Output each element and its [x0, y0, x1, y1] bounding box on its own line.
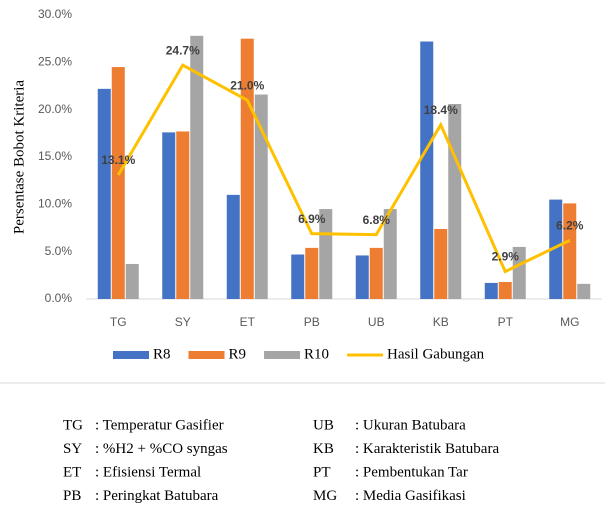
- legend-label: R8: [153, 346, 171, 362]
- glossary-abbr: UB: [313, 417, 334, 433]
- bar: [125, 263, 139, 299]
- bar: [383, 209, 397, 299]
- bar: [97, 88, 111, 299]
- y-tick-label: 5.0%: [45, 244, 73, 258]
- data-label: 18.4%: [424, 103, 458, 117]
- legend-label: R9: [229, 346, 247, 362]
- glossary-abbr: MG: [313, 488, 337, 504]
- glossary-text: : Ukuran Batubara: [355, 417, 466, 433]
- glossary-text: : Peringkat Batubara: [95, 488, 219, 504]
- bar: [226, 194, 240, 299]
- data-label: 6.8%: [363, 213, 391, 227]
- bar: [291, 254, 305, 299]
- bar: [563, 203, 577, 299]
- glossary-abbr: PB: [63, 488, 81, 504]
- y-tick-label: 10.0%: [38, 197, 72, 211]
- legend-label: R10: [304, 346, 329, 362]
- data-label: 6.2%: [556, 218, 584, 232]
- bar: [355, 255, 369, 299]
- glossary-text: : Temperatur Gasifier: [95, 417, 224, 433]
- line: [116, 63, 571, 274]
- legend-label: Hasil Gabungan: [387, 346, 485, 362]
- data-label: 6.9%: [298, 212, 326, 226]
- glossary-abbr: TG: [63, 417, 83, 433]
- data-label: 21.0%: [230, 78, 264, 92]
- glossary-abbr: PT: [313, 464, 331, 480]
- glossary-text: : %H2 + %CO syngas: [95, 441, 228, 457]
- y-axis-label: Persentase Bobot Kriteria: [11, 80, 27, 234]
- y-tick-label: 25.0%: [38, 55, 72, 69]
- glossary-abbr: SY: [63, 441, 82, 457]
- y-tick-label: 15.0%: [38, 149, 72, 163]
- y-tick-label: 20.0%: [38, 102, 72, 116]
- bar: [162, 132, 176, 299]
- bar: [369, 247, 383, 299]
- bar: [484, 282, 498, 299]
- glossary-text: : Media Gasifikasi: [355, 488, 466, 504]
- y-tick-label: 0.0%: [45, 291, 73, 305]
- x-tick-label: SY: [175, 315, 191, 329]
- x-tick-label: TG: [110, 315, 127, 329]
- data-label: 24.7%: [166, 43, 200, 57]
- bar: [190, 35, 204, 300]
- bar: [420, 41, 434, 300]
- bar: [512, 246, 526, 299]
- bar: [111, 67, 125, 299]
- legend-swatch: [264, 351, 301, 359]
- glossary-text: : Pembentukan Tar: [355, 464, 468, 480]
- bar: [549, 199, 563, 299]
- bar: [498, 281, 512, 299]
- bar: [434, 228, 448, 299]
- legend-swatch: [113, 351, 149, 359]
- glossary-text: : Efisiensi Termal: [95, 464, 201, 480]
- bar: [176, 131, 190, 299]
- glossary-abbr: KB: [313, 441, 334, 457]
- bar: [448, 103, 462, 299]
- bar: [254, 94, 268, 300]
- x-tick-label: PT: [498, 315, 514, 329]
- x-tick-label: KB: [433, 315, 449, 329]
- glossary-text: : Karakteristik Batubara: [355, 441, 499, 457]
- x-tick-label: UB: [368, 315, 385, 329]
- legend-swatch: [188, 351, 225, 359]
- x-tick-label: MG: [560, 315, 579, 329]
- bar: [577, 283, 591, 299]
- glossary-abbr: ET: [63, 464, 81, 480]
- y-tick-label: 30.0%: [38, 7, 72, 21]
- x-tick-label: PB: [304, 315, 320, 329]
- bar: [319, 209, 333, 299]
- data-label: 2.9%: [492, 250, 520, 264]
- bar: [305, 247, 319, 299]
- data-label: 13.1%: [101, 153, 135, 167]
- x-tick-label: ET: [240, 315, 256, 329]
